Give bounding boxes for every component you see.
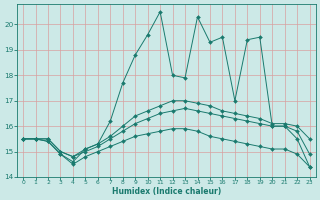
X-axis label: Humidex (Indice chaleur): Humidex (Indice chaleur) xyxy=(112,187,221,196)
